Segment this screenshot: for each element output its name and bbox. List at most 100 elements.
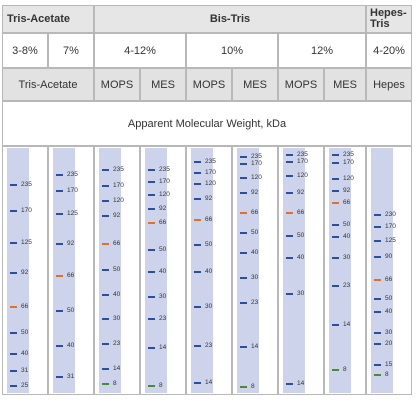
- band-mark: [240, 177, 247, 179]
- band-label: 170: [343, 159, 354, 166]
- band-mark: [10, 306, 17, 308]
- lane-strip: [329, 148, 351, 393]
- band-label: 50: [297, 232, 305, 239]
- band-label: 170: [21, 207, 32, 214]
- band-mark: [374, 226, 381, 228]
- lane-strip: [283, 148, 305, 393]
- band-label: 50: [67, 307, 75, 314]
- percentage: 12%: [278, 33, 366, 68]
- band-label: 8: [385, 371, 389, 378]
- lane-cell: [2, 146, 48, 395]
- band-label: 40: [205, 268, 213, 275]
- band-mark: [148, 222, 155, 224]
- lane-strip: [191, 148, 213, 393]
- band-mark: [194, 382, 201, 384]
- band-label: 8: [159, 382, 163, 389]
- band-label: 92: [297, 189, 305, 196]
- band-mark: [102, 368, 109, 370]
- band-label: 30: [297, 290, 305, 297]
- band-mark: [240, 163, 247, 165]
- band-label: 92: [21, 269, 29, 276]
- band-label: 235: [113, 166, 124, 173]
- band-mark: [194, 244, 201, 246]
- band-mark: [374, 298, 381, 300]
- band-mark: [240, 192, 247, 194]
- band-label: 170: [113, 182, 124, 189]
- band-mark: [240, 252, 247, 254]
- band-label: 170: [159, 178, 170, 185]
- band-mark: [194, 172, 201, 174]
- caption: Apparent Molecular Weight, kDa: [2, 101, 412, 146]
- band-label: 23: [113, 340, 121, 347]
- band-mark: [194, 161, 201, 163]
- band-label: 66: [205, 216, 213, 223]
- band-mark: [240, 386, 247, 388]
- band-mark: [148, 296, 155, 298]
- buffer: MOPS: [94, 68, 140, 101]
- band-mark: [102, 294, 109, 296]
- band-mark: [374, 374, 381, 376]
- band-mark: [10, 184, 17, 186]
- band-label: 25: [21, 382, 29, 389]
- band-mark: [10, 353, 17, 355]
- band-label: 40: [385, 308, 393, 315]
- band-label: 125: [21, 239, 32, 246]
- band-label: 31: [21, 367, 29, 374]
- band-mark: [286, 154, 293, 156]
- band-label: 170: [297, 158, 308, 165]
- band-label: 30: [113, 315, 121, 322]
- band-mark: [286, 192, 293, 194]
- percentage: 10%: [186, 33, 278, 68]
- lane-cell: [366, 146, 412, 395]
- band-label: 50: [113, 266, 121, 273]
- band-mark: [102, 318, 109, 320]
- band-label: 50: [385, 295, 393, 302]
- band-label: 120: [343, 175, 354, 182]
- band-mark: [148, 194, 155, 196]
- lane-cell: [232, 146, 278, 395]
- band-mark: [332, 257, 339, 259]
- band-mark: [374, 214, 381, 216]
- buffer: Tris-Acetate: [2, 68, 94, 101]
- band-mark: [332, 190, 339, 192]
- buffer: Hepes: [366, 68, 412, 101]
- band-mark: [102, 243, 109, 245]
- band-mark: [102, 269, 109, 271]
- band-label: 20: [385, 340, 393, 347]
- group-header: Bis-Tris: [94, 5, 366, 33]
- band-mark: [56, 345, 63, 347]
- band-mark: [10, 210, 17, 212]
- band-label: 30: [205, 303, 213, 310]
- band-mark: [332, 154, 339, 156]
- lane-cell: [186, 146, 232, 395]
- buffer: MES: [232, 68, 278, 101]
- band-label: 235: [159, 166, 170, 173]
- band-mark: [56, 310, 63, 312]
- group-header: Hepes-Tris: [366, 5, 412, 33]
- band-label: 14: [297, 380, 305, 387]
- band-label: 120: [159, 191, 170, 198]
- band-mark: [10, 272, 17, 274]
- band-mark: [374, 279, 381, 281]
- band-label: 235: [21, 181, 32, 188]
- band-mark: [374, 240, 381, 242]
- band-label: 92: [251, 189, 259, 196]
- band-label: 170: [251, 160, 262, 167]
- band-mark: [240, 277, 247, 279]
- band-mark: [194, 198, 201, 200]
- band-mark: [286, 383, 293, 385]
- band-label: 235: [297, 151, 308, 158]
- band-mark: [102, 185, 109, 187]
- band-label: 31: [67, 373, 75, 380]
- band-mark: [194, 219, 201, 221]
- band-mark: [240, 156, 247, 158]
- band-label: 170: [385, 223, 396, 230]
- band-label: 66: [67, 272, 75, 279]
- band-mark: [332, 224, 339, 226]
- lane-cell: [278, 146, 324, 395]
- band-mark: [10, 385, 17, 387]
- band-label: 92: [113, 212, 121, 219]
- band-mark: [102, 200, 109, 202]
- band-label: 235: [343, 151, 354, 158]
- band-mark: [194, 345, 201, 347]
